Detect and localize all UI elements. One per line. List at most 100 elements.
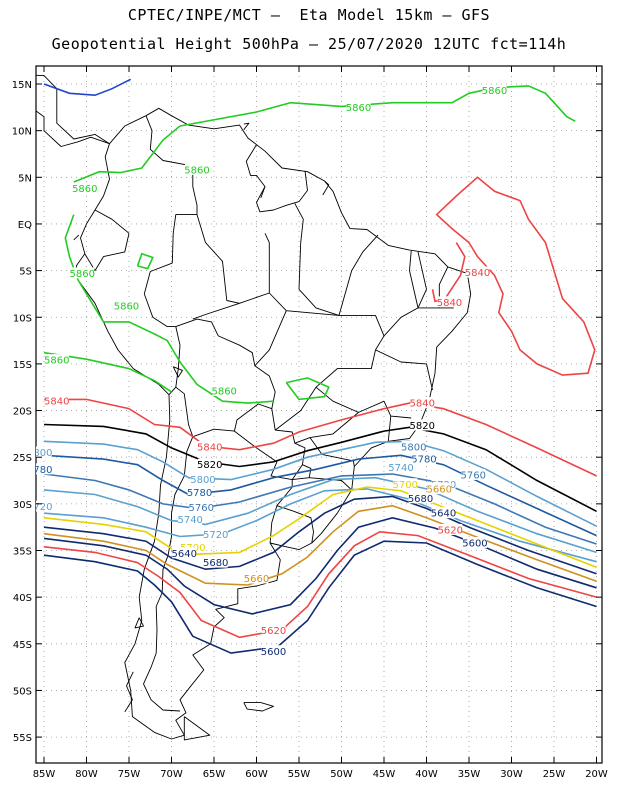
- contour-label-bg: [389, 461, 413, 473]
- contour-label-bg: [70, 267, 95, 279]
- contour-label-bg: [178, 513, 203, 525]
- coastline-segment: [322, 180, 330, 196]
- height-contour: [43, 495, 597, 575]
- lat-tick-label: EQ: [18, 220, 32, 231]
- height-contour: [43, 351, 172, 393]
- contour-label-bg: [197, 458, 222, 470]
- height-contour: [435, 176, 596, 376]
- contour-label: 5800: [27, 448, 52, 459]
- coastline-segment: [84, 233, 130, 272]
- coastline-segment: [196, 214, 240, 304]
- lon-tick-label: 75W: [118, 769, 141, 780]
- height-contour: [64, 214, 274, 404]
- contour-label: 5760: [461, 470, 486, 481]
- contour-labels: 5860 5860 5860 5860 5860 5860 5860 5860 5840 5840…: [27, 84, 507, 658]
- contour-label: 5840: [44, 397, 69, 408]
- contour-label-bg: [465, 266, 490, 278]
- lat-tick-label: 50S: [13, 686, 32, 697]
- contour-label: 5860: [114, 302, 139, 313]
- contour-label: 5800: [401, 442, 426, 453]
- coastline-segment: [264, 233, 270, 293]
- contour-label-bg: [261, 624, 286, 636]
- contour-label-bg: [408, 492, 433, 504]
- lon-tick-label: 35W: [458, 769, 481, 780]
- contour-label-bg: [437, 296, 462, 308]
- coastline-segment: [409, 250, 419, 308]
- contour-label: 5600: [462, 539, 487, 550]
- height-contour: [43, 423, 597, 513]
- contour-label: 5660: [427, 484, 452, 495]
- contour-label-bg: [482, 84, 507, 96]
- height-contour: [43, 440, 597, 527]
- contour-label: 5740: [388, 463, 413, 474]
- contour-label-bg: [462, 537, 487, 549]
- contour-label: 5860: [211, 386, 236, 397]
- lon-tick-label: 50W: [330, 769, 353, 780]
- coastline-segment: [274, 386, 317, 431]
- coastline-segment: [338, 234, 379, 316]
- contour-label-bg: [461, 468, 486, 480]
- lat-tick-label: 20S: [13, 407, 32, 418]
- contour-label: 5860: [346, 103, 371, 114]
- lat-tick-label: 45S: [13, 640, 32, 651]
- coastline-segment: [352, 460, 355, 467]
- coastline-segment: [195, 52, 209, 53]
- coastline-segment: [243, 122, 250, 130]
- contour-label: 5840: [197, 442, 222, 453]
- contour-label-bg: [411, 453, 436, 465]
- height-contour: [44, 398, 597, 477]
- contour-label: 5640: [431, 509, 456, 520]
- contour-label: 5620: [438, 525, 463, 536]
- lat-tick-label: 30S: [13, 500, 32, 511]
- contour-label-bg: [410, 397, 435, 409]
- coastline-segment: [387, 416, 392, 442]
- height-contour: [43, 486, 597, 569]
- contour-label-bg: [393, 478, 418, 490]
- map-title-line-1: CPTEC/INPE/MCT – Eta Model 15km – GFS: [127, 6, 491, 24]
- contour-label: 5840: [410, 399, 435, 410]
- contour-label-bg: [172, 547, 197, 559]
- height-contour: [43, 540, 597, 654]
- contour-label-bg: [212, 384, 237, 396]
- lon-tick-label: 25W: [543, 769, 566, 780]
- lat-tick-label: 5N: [18, 173, 32, 184]
- contour-label-bg: [44, 395, 69, 407]
- contour-label: 5780: [411, 455, 436, 466]
- contour-label-bg: [187, 486, 212, 498]
- contour-label: 5640: [172, 549, 197, 560]
- contour-label: 5840: [465, 268, 490, 279]
- contour-label-bg: [410, 419, 435, 431]
- contour-label-bg: [36, 500, 52, 512]
- contour-label: 5860: [482, 86, 507, 97]
- contour-label-bg: [203, 556, 228, 568]
- coastline-segment: [143, 262, 176, 328]
- contour-label-bg: [438, 523, 463, 535]
- lat-tick-label: 40S: [13, 593, 32, 604]
- contour-label-bg: [72, 182, 97, 194]
- lon-tick-label: 60W: [245, 769, 268, 780]
- lon-tick-label: 30W: [500, 769, 523, 780]
- coastline-segment: [73, 234, 80, 241]
- coastline-segment: [94, 209, 130, 234]
- contour-label-bg: [261, 645, 286, 657]
- contour-label: 5720: [203, 530, 228, 541]
- height-contour: [43, 530, 597, 639]
- contour-label-bg: [197, 440, 222, 452]
- lat-tick-label: 10N: [12, 127, 32, 138]
- lat-tick-label: 10S: [13, 313, 32, 324]
- coastline-segment: [125, 37, 185, 54]
- lon-tick-label: 65W: [203, 769, 226, 780]
- contour-label: 5860: [44, 356, 69, 367]
- contour-label-bg: [346, 101, 371, 113]
- contour-label-bg: [190, 473, 215, 485]
- height-contour: [179, 85, 576, 127]
- contour-label-bg: [244, 572, 269, 584]
- height-contour: [43, 476, 597, 554]
- contour-label: 5700: [393, 480, 418, 491]
- contour-label: 5840: [437, 298, 462, 309]
- lat-lon-grid: [36, 66, 602, 763]
- height-contour: [43, 454, 597, 537]
- coastline-segment: [175, 318, 276, 438]
- contour-label: 5740: [177, 515, 202, 526]
